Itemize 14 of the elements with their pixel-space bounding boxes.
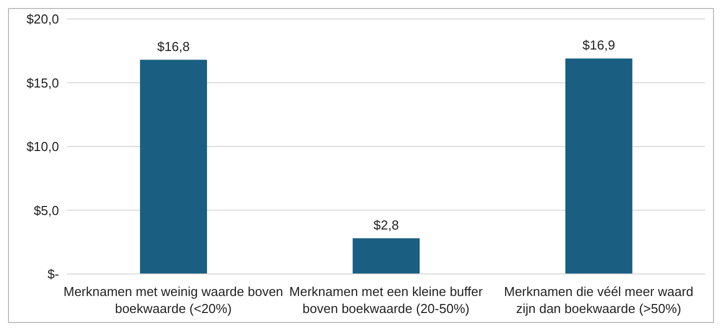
y-tick-label: $5,0 [34, 202, 59, 218]
bar [565, 58, 632, 274]
y-tick-label: $15,0 [26, 75, 59, 90]
data-label: $16,9 [582, 38, 616, 53]
y-tick-label: $- [47, 266, 59, 282]
x-tick-label: Merknamen met weinig waarde boven boekwaarde (<20%) [63, 284, 284, 316]
x-tick-label: Merknamen die véél meer waard zijn dan boekwaarde (>50%) [504, 284, 694, 316]
data-label: $16,8 [157, 38, 190, 54]
y-tick-label: $10,0 [26, 139, 59, 154]
bar [352, 238, 420, 274]
bar [140, 60, 207, 274]
x-tick-label: Merknamen met een kleine buffer boven boekwaarde (20-50%) [289, 284, 484, 316]
y-tick-label: $20,0 [26, 12, 59, 27]
data-label: $2,8 [374, 217, 399, 232]
